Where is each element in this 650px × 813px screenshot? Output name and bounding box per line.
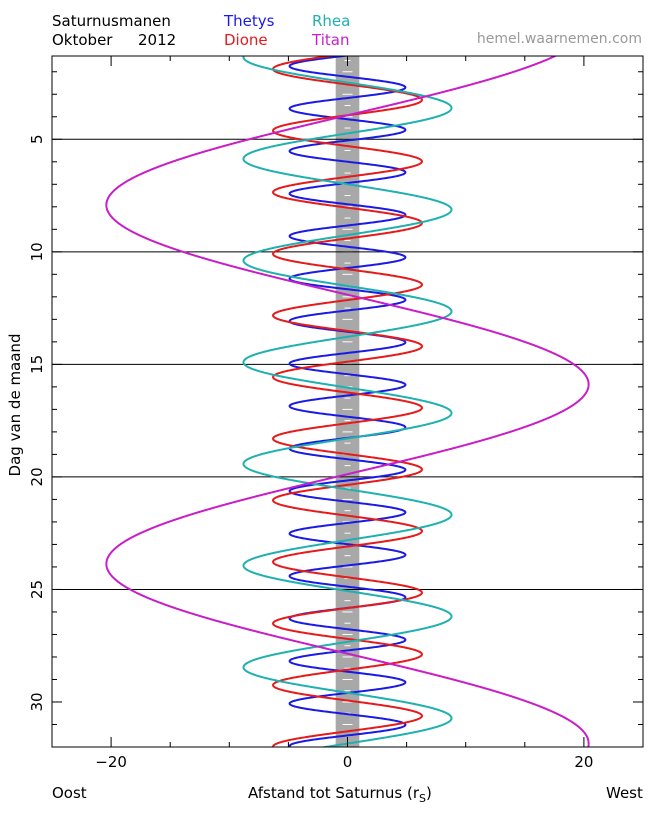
x-axis-label-sub: S <box>419 792 427 805</box>
saturn-band <box>335 56 360 747</box>
series-layer <box>105 56 590 747</box>
legend-thetys: Thetys <box>224 12 275 30</box>
y-tick-label: 20 <box>28 467 46 486</box>
legend-dione: Dione <box>224 31 268 49</box>
x-axis-label-main: Afstand tot Saturnus (r <box>248 784 420 802</box>
chart-title: Saturnusmanen <box>52 12 171 30</box>
x-tick-label: −20 <box>95 753 127 771</box>
site-credit: hemel.waarnemen.com <box>476 31 642 47</box>
y-tick-label: 30 <box>28 692 46 711</box>
x-tick-label: 20 <box>574 753 593 771</box>
x-axis-label: Afstand tot Saturnus (rS) <box>248 784 432 808</box>
day-gridlines <box>52 138 643 590</box>
chart-year: 2012 <box>138 31 177 49</box>
x-tick-label: 0 <box>343 753 353 771</box>
direction-east: Oost <box>52 784 87 802</box>
series-line-dione <box>272 56 423 747</box>
y-tick-label: 25 <box>28 580 46 599</box>
y-tick-label: 15 <box>28 355 46 374</box>
chart-month: Oktober <box>52 31 113 49</box>
legend-titan: Titan <box>312 31 350 49</box>
axis-ticks: 5 10 15 20 25 30 −20 0 20 <box>28 56 644 771</box>
series-line-titan <box>105 56 590 747</box>
y-tick-label: 5 <box>28 135 46 145</box>
direction-west: West <box>606 784 643 802</box>
y-tick-label: 10 <box>28 242 46 261</box>
legend-rhea: Rhea <box>312 12 351 30</box>
y-axis-label: Dag van de maand <box>6 334 24 477</box>
series-line-rhea <box>242 56 453 747</box>
x-axis-label-end: ) <box>426 784 432 802</box>
